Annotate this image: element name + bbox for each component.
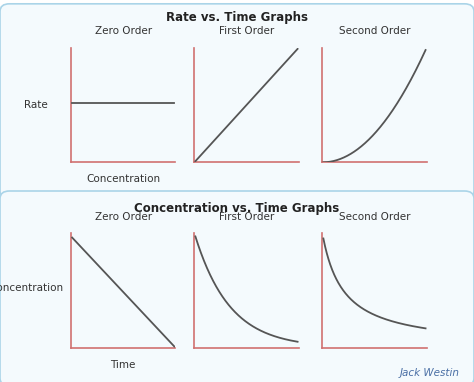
Text: Concentration: Concentration xyxy=(86,174,160,184)
Text: Second Order: Second Order xyxy=(339,26,410,36)
FancyBboxPatch shape xyxy=(0,191,474,382)
Text: Rate: Rate xyxy=(24,100,47,110)
Text: Zero Order: Zero Order xyxy=(95,212,152,222)
Text: Second Order: Second Order xyxy=(339,212,410,222)
Text: Concentration vs. Time Graphs: Concentration vs. Time Graphs xyxy=(134,202,340,215)
Text: Time: Time xyxy=(110,360,136,370)
Text: Jack Westin: Jack Westin xyxy=(400,368,460,378)
Text: First Order: First Order xyxy=(219,212,274,222)
Text: Rate vs. Time Graphs: Rate vs. Time Graphs xyxy=(166,11,308,24)
Text: First Order: First Order xyxy=(219,26,274,36)
Text: Zero Order: Zero Order xyxy=(95,26,152,36)
Text: Concentration: Concentration xyxy=(0,283,63,293)
FancyBboxPatch shape xyxy=(0,4,474,199)
